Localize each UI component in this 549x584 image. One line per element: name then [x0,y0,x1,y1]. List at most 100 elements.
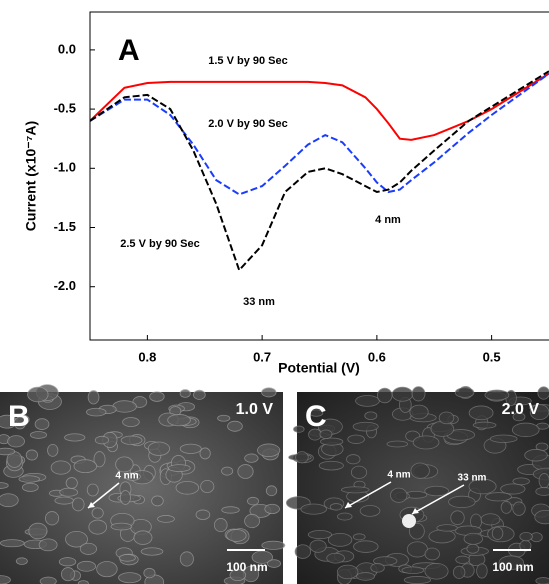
grain [88,519,108,535]
grain [466,543,480,554]
grain [244,453,259,463]
grain [71,497,85,512]
grain [454,387,475,398]
arrow-head [88,502,95,508]
grain [25,449,39,461]
grain [318,460,344,471]
y-tick-label: -2.0 [54,278,76,293]
grain [468,405,494,421]
grain [534,509,549,525]
panel-label: C [305,400,327,433]
series-line [90,72,549,196]
grain [319,429,333,440]
grain [244,513,260,529]
grain [157,515,175,523]
grain [500,483,526,495]
grain [18,475,40,483]
grain [480,513,501,526]
grain [38,538,58,552]
grain [512,477,530,486]
grain [118,554,136,562]
grain [143,567,156,579]
series-line [90,72,549,141]
grain [195,509,211,520]
grain [94,435,110,445]
grain [336,564,359,580]
grain [110,522,133,531]
grain [65,477,78,489]
grain [227,420,243,432]
grain [34,418,50,430]
grain [115,456,134,473]
grain [498,555,524,570]
annotation: 33 nm [243,296,275,308]
grain [489,434,518,443]
grain [390,487,408,503]
grain [463,532,483,545]
grain [175,480,200,495]
grain [356,572,375,581]
grain [484,389,510,401]
grain [151,495,164,507]
grain [85,407,107,417]
grain [15,557,28,565]
y-axis-label: Current (x10⁻⁷A) [23,121,39,231]
grain [179,389,191,398]
grain [430,420,455,437]
grain [193,389,206,400]
grain [409,404,429,420]
grain [149,391,165,402]
grain [436,524,458,532]
grain [120,435,143,445]
grain [199,447,211,460]
size-note: 4 nm [387,470,410,481]
grain [0,575,11,584]
grain [221,466,234,476]
grain [485,492,512,502]
grain [86,483,99,497]
grain [87,390,100,405]
grain [295,451,309,464]
grain [179,551,194,567]
grain [0,482,9,489]
grain [307,530,333,540]
grain [50,460,72,475]
grain [213,518,228,533]
grain [376,387,393,404]
grain [168,464,191,472]
grain [512,501,526,516]
grain [401,566,425,574]
grain [217,414,231,422]
plot-frame [89,11,549,341]
x-tick-label: 0.5 [483,349,501,364]
arrow [344,481,392,509]
grain [452,565,466,579]
grain [124,472,141,481]
grain [326,552,345,564]
grain [147,441,170,456]
grain [79,542,98,555]
grain [309,409,324,417]
grain [410,462,430,479]
arrow [411,484,465,515]
grain [391,386,414,402]
grain [538,473,549,489]
grain [373,556,398,566]
grain [535,487,549,496]
grain [472,421,497,429]
grain [409,522,425,540]
grain [386,440,409,448]
grain [7,435,25,448]
grain [179,443,202,454]
grain [237,464,254,479]
grain [119,490,131,505]
grain [353,540,379,553]
grain [519,532,533,542]
annotation: 2.5 V by 90 Sec [120,238,200,250]
particle [402,514,416,528]
grain [266,559,281,568]
arrow-head [412,508,419,514]
grain [327,532,353,547]
grain [424,485,449,497]
